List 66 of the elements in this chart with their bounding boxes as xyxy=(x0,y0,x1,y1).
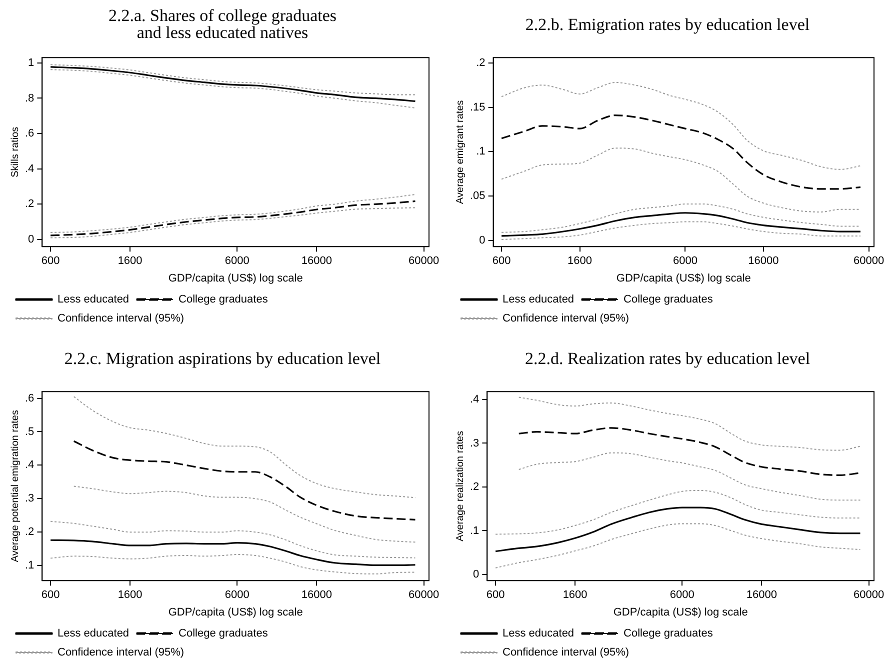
y-tick-label: .4 xyxy=(470,394,480,406)
y-tick-label: .2 xyxy=(24,526,34,538)
x-tick-label: 60000 xyxy=(408,589,440,602)
y-axis-title: Skills ratios xyxy=(10,126,21,178)
legend-label: College graduates xyxy=(624,294,714,306)
x-tick-label: 1600 xyxy=(118,589,142,602)
x-tick-label: 600 xyxy=(41,255,60,268)
y-tick-label: .2 xyxy=(470,481,480,494)
y-tick-label: .2 xyxy=(476,56,486,69)
y-tick-label: .4 xyxy=(24,459,34,472)
y-tick-label: .6 xyxy=(24,392,34,404)
y-tick-label: .1 xyxy=(24,560,34,572)
x-tick-label: 60000 xyxy=(853,589,884,602)
y-tick-label: .4 xyxy=(24,162,34,175)
legend-label: Confidence interval (95%) xyxy=(58,312,184,325)
y-tick-label: .2 xyxy=(24,198,34,210)
x-axis-title: GDP/capita (US$) log scale xyxy=(168,272,303,284)
y-tick-label: .8 xyxy=(24,92,34,104)
y-tick-label: 0 xyxy=(28,234,34,246)
x-tick-label: 6000 xyxy=(224,589,250,602)
x-tick-label: 16000 xyxy=(746,589,777,602)
legend-label: Less educated xyxy=(58,294,130,306)
legend-label: Less educated xyxy=(58,628,130,640)
legend-label: Less educated xyxy=(502,628,574,640)
x-axis-title: GDP/capita (US$) log scale xyxy=(168,606,303,618)
y-tick-label: .05 xyxy=(470,190,486,202)
y-tick-label: 0 xyxy=(473,568,480,581)
x-tick-label: 6000 xyxy=(670,589,694,602)
chart-title: 2.2.a. Shares of college graduates and less educated natives xyxy=(108,5,338,44)
x-tick-label: 60000 xyxy=(854,255,884,268)
x-tick-label: 60000 xyxy=(408,255,440,268)
x-tick-label: 16000 xyxy=(301,589,332,602)
x-tick-label: 6000 xyxy=(672,255,698,268)
y-tick-label: 1 xyxy=(28,56,34,69)
legend-label: College graduates xyxy=(178,294,268,306)
legend-label: College graduates xyxy=(624,628,714,640)
chart-title: 2.2.b. Emigration rates by education level xyxy=(524,14,811,36)
chart-title: 2.2.c. Migration aspirations by education level xyxy=(63,348,382,370)
y-tick-label: 0 xyxy=(479,234,486,246)
x-tick-label: 600 xyxy=(486,589,505,602)
legend-label: Confidence interval (95%) xyxy=(58,646,184,659)
x-tick-label: 1600 xyxy=(118,255,142,268)
y-tick-label: .1 xyxy=(476,146,486,158)
y-tick-label: .15 xyxy=(470,101,486,114)
legend-label: Confidence interval (95%) xyxy=(502,646,630,659)
x-tick-label: 6000 xyxy=(224,255,250,268)
y-axis-title: Average realization rates xyxy=(454,430,466,542)
y-tick-label: .6 xyxy=(24,128,34,140)
x-tick-label: 1600 xyxy=(562,589,588,602)
y-tick-label: .1 xyxy=(470,524,480,537)
x-tick-label: 600 xyxy=(41,589,60,602)
legend-label: College graduates xyxy=(178,628,268,640)
y-tick-label: .3 xyxy=(24,492,34,505)
x-axis-title: GDP/capita (US$) log scale xyxy=(616,272,751,284)
x-tick-label: 1600 xyxy=(568,255,592,268)
y-tick-label: .3 xyxy=(470,437,480,450)
legend-label: Confidence interval (95%) xyxy=(502,312,630,325)
x-tick-label: 16000 xyxy=(301,255,332,268)
legend-label: Less educated xyxy=(502,294,574,306)
y-tick-label: .5 xyxy=(24,426,34,438)
x-tick-label: 16000 xyxy=(748,255,779,268)
y-axis-title: Average emigrant rates xyxy=(454,100,466,204)
chart-title: 2.2.d. Realization rates by education level xyxy=(524,348,812,370)
y-axis-title: Average potential emigration rates xyxy=(10,410,21,562)
x-tick-label: 600 xyxy=(492,255,511,268)
x-axis-title: GDP/capita (US$) log scale xyxy=(613,606,748,618)
